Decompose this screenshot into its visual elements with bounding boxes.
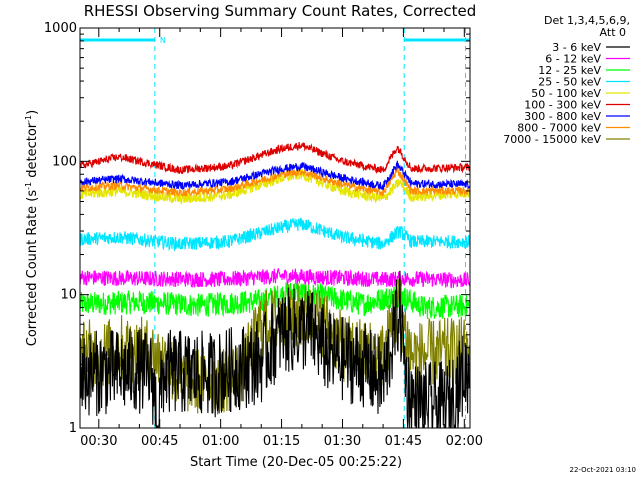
y-tick-label: 1000	[44, 21, 77, 36]
legend-label: 25 - 50 keV	[538, 76, 601, 89]
legend-header-attenuator: Att 0	[600, 26, 626, 39]
legend-label: 100 - 300 keV	[524, 99, 601, 112]
series-line	[79, 160, 471, 191]
series-line	[79, 217, 471, 252]
series-line	[79, 270, 471, 429]
x-tick-label: 00:30	[80, 434, 117, 449]
footer-date: 22-Oct-2021 03:10	[570, 466, 636, 474]
x-tick-label: 02:00	[446, 434, 483, 449]
y-axis-label-end: )	[25, 110, 40, 115]
plot-frame	[79, 27, 471, 429]
axis-ticks: 1 10 100 1000 00:30 00:45 01:00 01:15 01:30 01:45…	[44, 21, 483, 449]
legend-label: 12 - 25 keV	[538, 64, 601, 77]
plot-area: N	[79, 28, 471, 429]
x-tick-label: 00:45	[141, 434, 178, 449]
series-line	[79, 268, 471, 289]
legend-label: 800 - 7000 keV	[517, 122, 601, 135]
y-tick-label: 10	[60, 288, 77, 303]
legend-label: 3 - 6 keV	[552, 41, 601, 54]
x-tick-label: 01:00	[202, 434, 239, 449]
y-axis-label-exp2: -1	[24, 115, 33, 123]
legend-label: 300 - 800 keV	[524, 110, 601, 123]
y-tick-label: 100	[52, 154, 77, 169]
legend-label: 50 - 100 keV	[531, 87, 601, 100]
x-axis-label: Start Time (20-Dec-05 00:25:22)	[190, 455, 402, 470]
chart-title: RHESSI Observing Summary Count Rates, Co…	[84, 2, 477, 20]
legend-label: 6 - 12 keV	[545, 53, 601, 66]
series-line	[79, 165, 471, 197]
series-line	[79, 142, 471, 174]
saa-flag: N	[160, 36, 166, 45]
x-tick-label: 01:30	[324, 434, 361, 449]
legend-label: 7000 - 15000 keV	[503, 133, 601, 146]
legend-header-detectors: Det 1,3,4,5,6,9,	[544, 14, 630, 27]
y-tick-label: 1	[69, 421, 77, 436]
x-tick-label: 01:15	[263, 434, 300, 449]
x-tick-label: 01:45	[385, 434, 422, 449]
series-line	[79, 279, 471, 415]
y-axis-label-mid: detector	[25, 122, 40, 182]
y-axis-label: Corrected Count Rate (s-1 detector-1)	[24, 110, 40, 346]
y-axis-label-text: Corrected Count Rate (s	[25, 190, 40, 347]
y-axis-label-exp1: -1	[24, 182, 33, 190]
